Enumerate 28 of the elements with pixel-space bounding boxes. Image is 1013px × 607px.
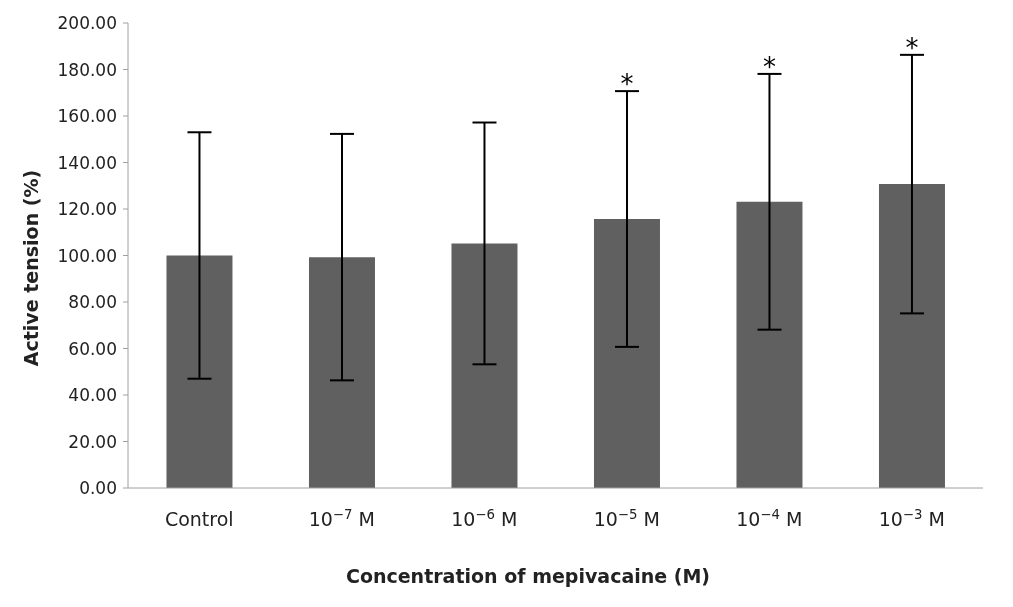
bar [166, 255, 233, 488]
annotation: * [905, 32, 919, 63]
annotation: * [762, 51, 776, 82]
bar [878, 184, 945, 488]
y-tick-label: 120.00 [57, 199, 117, 219]
x-axis-title: Concentration of mepivacaine (M) [345, 565, 711, 587]
x-tick-label: 10$^{−4}$ M [736, 506, 803, 530]
y-tick-label: 20.00 [68, 431, 117, 452]
bar [308, 257, 375, 488]
bar [451, 243, 518, 488]
x-tick-label: 10$^{−5}$ M [593, 506, 660, 530]
y-axis-title: Active tension (%) [20, 169, 42, 367]
y-tick-label: 80.00 [68, 292, 117, 312]
annotation: * [620, 69, 634, 100]
bar [593, 219, 660, 488]
bar [736, 201, 803, 488]
x-tick-label: 10$^{−6}$ M [451, 506, 518, 530]
x-tick-label: 10$^{−7}$ M [308, 506, 375, 530]
x-tick-label: Control [164, 508, 234, 530]
y-tick-label: 100.00 [57, 245, 117, 266]
y-tick-label: 60.00 [68, 338, 117, 359]
y-tick-label: 0.00 [79, 478, 117, 498]
x-tick-label: 10$^{−3}$ M [878, 506, 945, 530]
y-tick-label: 160.00 [57, 106, 117, 126]
y-tick-label: 180.00 [57, 59, 117, 80]
y-tick-label: 140.00 [57, 152, 117, 173]
y-tick-label: 200.00 [57, 13, 117, 33]
y-tick-label: 40.00 [68, 385, 117, 405]
